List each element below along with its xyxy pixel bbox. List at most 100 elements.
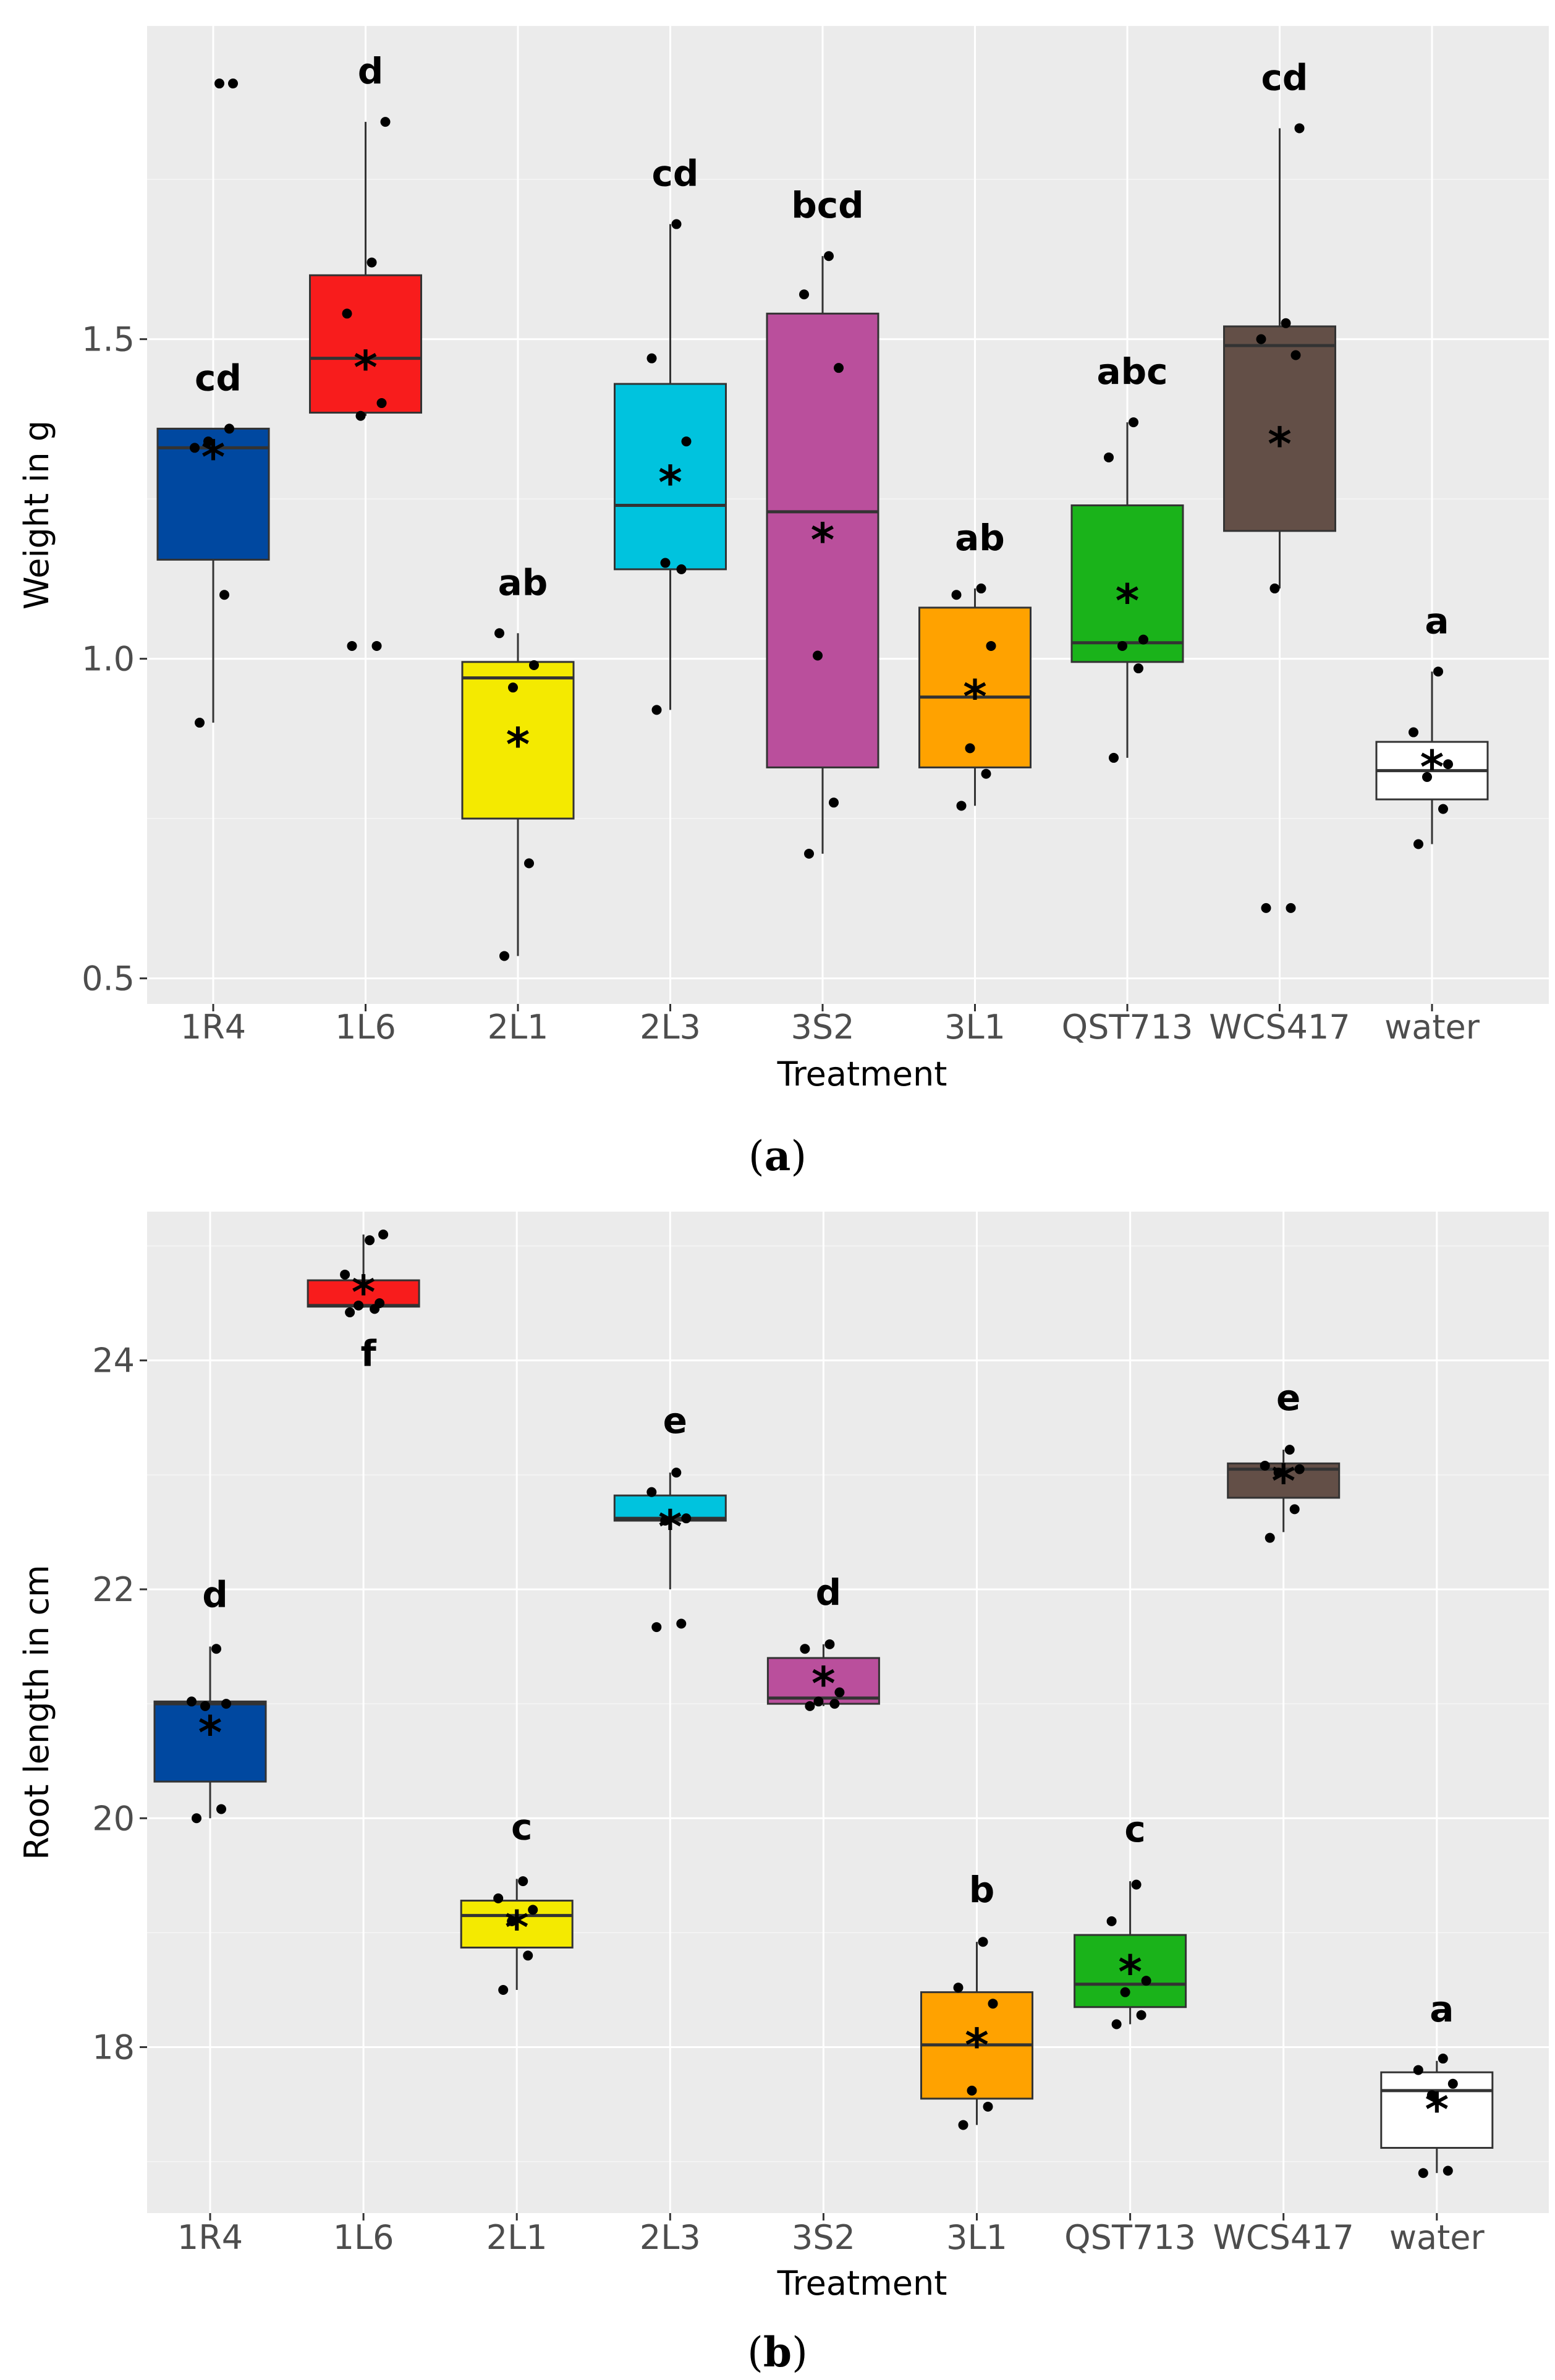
chart-a-y-tick-label: 0.5 <box>82 959 135 998</box>
chart-a-y-axis-title: Weight in g <box>17 420 56 610</box>
chart-a-point-1l6 <box>347 640 357 651</box>
chart-a-point-2l3 <box>671 219 682 229</box>
chart-b-x-tick-label: QST713 <box>1064 2218 1196 2257</box>
chart-b-panel <box>147 1212 1549 2213</box>
chart-b-point-wcs417 <box>1284 1445 1295 1455</box>
chart-a-point-3s2 <box>804 849 814 859</box>
chart-a-point-water <box>1433 666 1443 677</box>
chart-b-point-2l1 <box>518 1876 528 1887</box>
chart-b-point-1r4 <box>216 1804 226 1814</box>
chart-a-point-3s2 <box>813 650 823 661</box>
chart-a-x-tick-label: 1L6 <box>335 1008 396 1047</box>
chart-a-point-qst713 <box>1104 452 1114 462</box>
chart-a-caption-letter: a <box>765 1132 791 1180</box>
chart-b-x-tick-label: 3S2 <box>792 2218 855 2257</box>
chart-a-point-2l3 <box>660 558 671 568</box>
chart-b-letters-3s2: d <box>816 1571 842 1613</box>
chart-b-boxplots <box>153 1235 1494 2174</box>
chart-b-caption: (b) <box>747 2328 808 2376</box>
chart-a-box-2l1 <box>461 661 575 820</box>
chart-b-point-2l1 <box>507 1916 517 1926</box>
chart-a-point-2l3 <box>681 436 692 447</box>
chart-a-mean-1r4: * <box>201 431 226 484</box>
chart-b-point-qst713 <box>1106 1916 1117 1926</box>
chart-b-y-tick-label: 18 <box>92 2028 135 2067</box>
chart-b-point-1l6 <box>345 1307 355 1317</box>
chart-b-point-1r4 <box>200 1701 210 1711</box>
chart-b-letters-wcs417: e <box>1276 1377 1300 1419</box>
chart-a-point-2l3 <box>646 353 657 363</box>
chart-b-point-qst713 <box>1141 1976 1151 1986</box>
chart-a-point-2l1 <box>529 660 539 670</box>
chart-a-box-qst713 <box>1070 504 1184 663</box>
chart-b-ticks: 18 20 22 24 1R4 1L6 2L1 2L3 3S2 3L1 QST713 WCS417 wa… <box>92 1341 1485 2257</box>
chart-a-point-3l1 <box>986 640 996 651</box>
chart-b-y-axis-title: Root length in cm <box>17 1565 56 1859</box>
chart-a-point-wcs417 <box>1261 903 1271 913</box>
chart-b-point-water <box>1438 2054 1448 2064</box>
chart-b-point-3s2 <box>829 1699 840 1709</box>
chart-a-points: * cd * d * ab * cd * bcd * ab * abc * cd * a <box>190 50 1453 961</box>
chart-b-x-tick-label: WCS417 <box>1213 2218 1354 2257</box>
chart-b-point-2l1 <box>528 1905 538 1915</box>
chart-a-letters-water: a <box>1425 600 1449 642</box>
chart-b-point-wcs417 <box>1260 1461 1270 1471</box>
chart-b-point-wcs417 <box>1289 1504 1300 1515</box>
chart-a-point-1r4 <box>214 79 224 89</box>
chart-b: 18 20 22 24 1R4 1L6 2L1 2L3 3S2 3L1 QST713 WCS417 wa… <box>17 1212 1549 2376</box>
chart-b-box-3s2 <box>766 1657 880 1705</box>
chart-b-point-3l1 <box>958 2120 968 2130</box>
chart-a-boxplots <box>156 122 1489 956</box>
chart-a-point-2l1 <box>524 858 534 869</box>
chart-b-point-wcs417 <box>1273 1468 1284 1478</box>
chart-a-mean-water: * <box>1420 741 1444 794</box>
chart-a-point-2l3 <box>676 564 687 574</box>
chart-b-point-1l6 <box>375 1298 385 1309</box>
chart-b-point-qst713 <box>1131 1879 1142 1890</box>
chart-a-point-2l3 <box>651 705 662 715</box>
chart-a-x-tick-label: 2L1 <box>488 1008 549 1047</box>
chart-b-mean-2l1: * <box>505 1901 529 1954</box>
chart-b-point-2l1 <box>498 1984 509 1995</box>
chart-a-point-1l6 <box>371 640 382 651</box>
chart-b-letters-3l1: b <box>969 1869 995 1911</box>
chart-b-x-tick-label: water <box>1389 2218 1485 2257</box>
chart-b-letters-1l6: f <box>360 1333 376 1375</box>
chart-b-box-2l3 <box>613 1494 727 1522</box>
chart-a-mean-2l1: * <box>506 718 530 771</box>
chart-a-mean-1l6: * <box>354 341 378 394</box>
chart-b-box-qst713 <box>1074 1934 1187 2008</box>
chart-b-point-3s2 <box>800 1644 810 1654</box>
chart-b-x-tick-label: 1R4 <box>177 2218 243 2257</box>
chart-b-point-3s2 <box>805 1701 815 1711</box>
chart-b-point-3l1 <box>983 2101 993 2112</box>
chart-a-point-1l6 <box>380 117 391 127</box>
chart-a-y-tick-label: 1.0 <box>82 640 135 679</box>
chart-b-letters-2l3: e <box>663 1400 687 1442</box>
chart-b-point-3l1 <box>978 1937 988 1947</box>
chart-a-box-2l3 <box>614 383 727 571</box>
chart-a-letters-2l1: ab <box>498 561 548 603</box>
chart-b-point-1l6 <box>340 1269 350 1280</box>
chart-a-point-3s2 <box>799 289 809 300</box>
chart-a-point-3l1 <box>965 743 975 754</box>
chart-b-point-water <box>1426 2090 1437 2101</box>
chart-b-point-3s2 <box>834 1687 845 1698</box>
chart-b-box-water <box>1380 2071 1494 2149</box>
chart-b-point-3l1 <box>953 1983 964 1993</box>
chart-b-mean-3l1: * <box>965 2019 989 2072</box>
chart-a-point-1l6 <box>342 308 352 319</box>
chart-b-y-tick-label: 22 <box>92 1570 135 1609</box>
chart-a-letters-3l1: ab <box>955 517 1005 559</box>
chart-b-point-water <box>1413 2065 1423 2075</box>
chart-a-point-1r4 <box>203 436 213 447</box>
chart-a-letters-1r4: cd <box>195 357 242 399</box>
chart-b-point-3l1 <box>988 1999 998 2009</box>
chart-a-x-tick-label: 1R4 <box>180 1008 246 1047</box>
chart-a-point-2l1 <box>508 682 518 693</box>
chart-a-point-2l1 <box>499 951 509 961</box>
chart-b-point-2l1 <box>493 1893 504 1903</box>
chart-b-mean-wcs417: * <box>1271 1455 1295 1508</box>
chart-a-box-3s2 <box>766 312 879 768</box>
chart-b-point-1l6 <box>378 1230 389 1240</box>
